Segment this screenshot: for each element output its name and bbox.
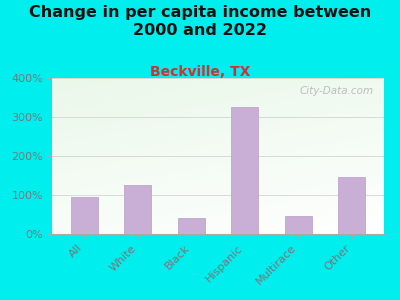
Bar bbox=[231, 107, 258, 234]
Bar bbox=[338, 177, 365, 234]
Text: City-Data.com: City-Data.com bbox=[300, 86, 374, 96]
Text: Change in per capita income between
2000 and 2022: Change in per capita income between 2000… bbox=[29, 4, 371, 38]
Bar bbox=[124, 185, 151, 234]
Text: Beckville, TX: Beckville, TX bbox=[150, 64, 250, 79]
Bar bbox=[71, 197, 98, 234]
Bar bbox=[178, 218, 205, 234]
Bar bbox=[285, 216, 312, 234]
